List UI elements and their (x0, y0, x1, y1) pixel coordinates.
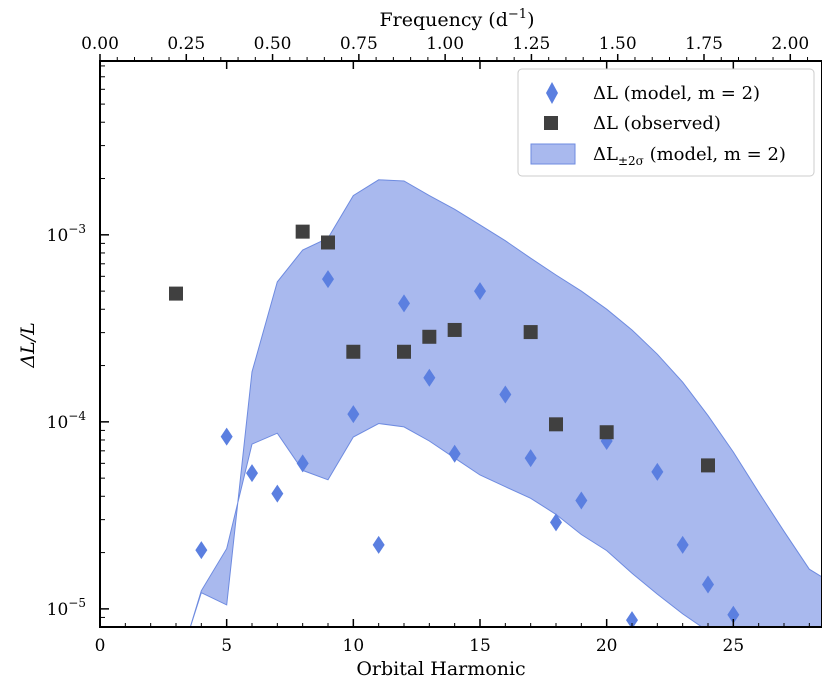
model-point (651, 462, 664, 481)
observed-point (599, 425, 614, 440)
x2-tick-label: 0.75 (340, 34, 378, 54)
model-point (727, 605, 740, 624)
model-point (702, 575, 714, 594)
model-point (423, 368, 436, 387)
model-point (778, 656, 790, 674)
model-point (550, 513, 562, 532)
x-tick-label: 10 (343, 636, 365, 656)
x2-tick-label: 2.00 (771, 34, 809, 54)
model-point (398, 294, 410, 313)
x2-tick-label: 1.75 (685, 34, 723, 54)
x-tick-label: 25 (723, 636, 745, 656)
legend: ΔL (model, m = 2) ΔL (observed) ΔL±2σ (mod… (517, 68, 815, 177)
legend-square-icon (544, 116, 558, 130)
x2-axis-label: Frequency (d−1) (380, 7, 535, 31)
model-point (347, 405, 360, 424)
observed-point (549, 417, 563, 432)
model-point (448, 444, 461, 463)
y-tick-label: 10−3 (47, 222, 86, 246)
x2-tick-label: 1.25 (512, 34, 550, 54)
legend-label-model: ΔL (model, m = 2) (593, 83, 760, 104)
x-tick-label: 5 (221, 636, 232, 656)
x-tick-label: 20 (596, 636, 618, 656)
observed-point (397, 344, 411, 359)
model-point (322, 270, 334, 289)
legend-diamond-icon (546, 82, 558, 104)
legend-label-observed: ΔL (observed) (593, 113, 721, 134)
observed-point (295, 224, 310, 239)
observed-point (346, 344, 361, 359)
x-axis-label: Orbital Harmonic (356, 658, 525, 680)
observed-point (422, 329, 437, 344)
legend-band-swatch (530, 143, 576, 165)
model-point (220, 427, 233, 446)
model-point (575, 491, 588, 510)
legend-box (517, 68, 815, 177)
model-point (296, 454, 309, 473)
x2-tick-label: 1.00 (426, 34, 464, 54)
observed-point (169, 286, 183, 301)
y-axis-label: ΔL/L (17, 322, 39, 368)
observed-point (523, 325, 538, 340)
model-point (246, 464, 258, 483)
observed-point (447, 322, 462, 337)
x-tick-label: 15 (469, 636, 491, 656)
observed-point (321, 235, 335, 250)
model-point (676, 535, 689, 554)
model-point (524, 449, 537, 468)
x2-tick-label: 1.50 (599, 34, 637, 54)
x-tick-label: 0 (95, 636, 106, 656)
observed-point (701, 458, 715, 473)
uncertainty-band (189, 179, 822, 627)
plot-frame (99, 60, 822, 628)
y-tick-label: 10−4 (47, 409, 87, 433)
model-point (499, 385, 512, 404)
plot-area (169, 179, 822, 674)
model-point (271, 484, 284, 503)
model-point (372, 535, 385, 554)
x2-tick-label: 0.25 (167, 34, 205, 54)
model-point (626, 611, 638, 627)
x2-tick-label: 0.00 (81, 34, 119, 54)
legend-label-band: ΔL±2σ (model, m = 2) (593, 144, 786, 168)
axes: 0 5 10 15 20 25 0.00 0.25 0.50 0.75 1.00 1.25 1.50 1.… (17, 7, 822, 680)
model-point (195, 541, 208, 560)
x2-tick-label: 0.50 (254, 34, 292, 54)
model-point (474, 282, 486, 301)
y-tick-label: 10−5 (47, 596, 86, 620)
